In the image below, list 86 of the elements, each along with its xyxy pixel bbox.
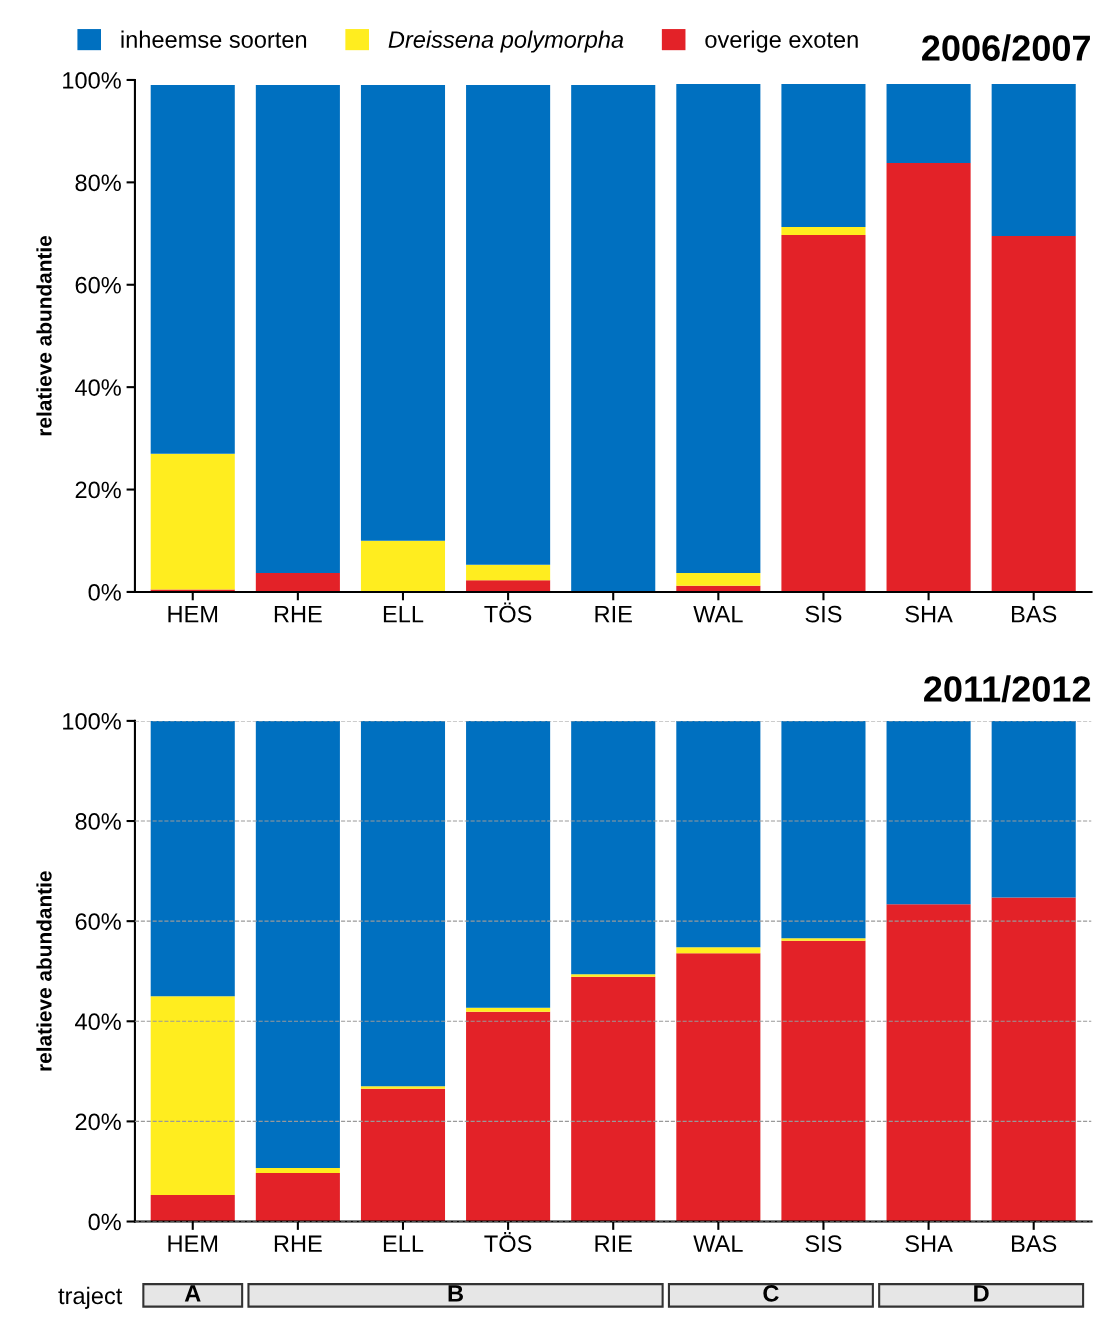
bar: [150, 996, 235, 1195]
bar: [886, 720, 971, 905]
bar: [255, 1172, 340, 1222]
bar: [991, 897, 1076, 1222]
bar: [991, 720, 1076, 898]
x-tick-label: SIS: [805, 605, 842, 623]
x-tick-label: BAS: [1012, 1235, 1057, 1253]
bar: [360, 720, 446, 1087]
bar: [255, 1167, 340, 1173]
bar: [676, 84, 761, 573]
x-tick-label: WAL: [693, 1235, 743, 1252]
bar: [360, 540, 446, 592]
bar: [255, 573, 340, 592]
bar: [781, 720, 866, 939]
bar: [466, 720, 551, 1008]
y-tick-label: 100%: [63, 72, 121, 89]
bar: [466, 1007, 551, 1012]
bar: [150, 85, 235, 454]
legend-label: overige exoten: [705, 30, 858, 53]
y-tick-label: 40%: [75, 1013, 121, 1031]
y-tick-label: 80%: [75, 813, 121, 830]
x-tick-label: HEM: [168, 606, 218, 623]
x-tick-label: SIS: [805, 1235, 842, 1253]
y-axis-title: relatieve abundantie: [36, 235, 52, 436]
bar: [781, 938, 866, 941]
y-tick-label: 80%: [75, 174, 121, 192]
chart-title: 2011/2012: [924, 675, 1091, 703]
y-tick-label: 20%: [75, 1113, 121, 1131]
bar: [571, 720, 656, 975]
bar: [150, 720, 235, 997]
x-tick-label: SHA: [905, 605, 953, 623]
bar: [676, 720, 761, 948]
x-tick-label: TÖS: [484, 1232, 532, 1253]
x-tick-label: ELL: [383, 606, 424, 623]
x-tick-label: ELL: [383, 1235, 424, 1252]
bar: [991, 236, 1076, 592]
bar: [991, 84, 1076, 237]
bar: [781, 84, 866, 227]
bar: [676, 573, 761, 586]
x-tick-label: RHE: [274, 606, 322, 623]
bar: [255, 720, 340, 1168]
bar: [360, 1088, 446, 1222]
bar: [781, 235, 866, 592]
y-tick-label: 0%: [88, 584, 121, 601]
y-axis-title: relatieve abundantie: [36, 871, 52, 1071]
text: A: [184, 1285, 201, 1302]
text: B: [448, 1285, 463, 1302]
bar: [886, 84, 971, 163]
legend-label: Dreissena polymorpha: [388, 30, 624, 53]
y-tick-label: 100%: [63, 712, 121, 730]
bar: [466, 1011, 551, 1222]
x-tick-label: BAS: [1012, 605, 1057, 623]
bar: [781, 226, 866, 236]
x-tick-label: SHA: [905, 1235, 953, 1253]
text: C: [763, 1284, 779, 1302]
y-tick-label: 60%: [75, 913, 121, 930]
bar: [571, 85, 656, 592]
bar: [150, 1194, 235, 1222]
bar: [466, 564, 551, 581]
x-tick-label: RIE: [595, 1235, 632, 1252]
legend-label: inheemse soorten: [121, 30, 307, 48]
bar: [676, 947, 761, 954]
bar: [360, 85, 446, 541]
bar: [886, 162, 971, 592]
bar: [466, 580, 551, 592]
chart-title: 2006/2007: [922, 34, 1090, 62]
bar: [360, 1086, 446, 1089]
text: D: [974, 1285, 989, 1302]
y-tick-label: 60%: [75, 276, 121, 294]
x-tick-label: TÖS: [484, 602, 532, 623]
bar: [676, 953, 761, 1222]
bar: [571, 974, 656, 977]
bar: [781, 940, 866, 1222]
y-tick-label: 20%: [75, 481, 121, 499]
bar: [886, 904, 971, 1222]
y-tick-label: 40%: [75, 379, 121, 396]
bar: [571, 976, 656, 1222]
text: traject: [58, 1286, 123, 1309]
x-tick-label: RIE: [595, 606, 632, 623]
y-tick-label: 0%: [88, 1213, 121, 1231]
x-tick-label: HEM: [168, 1235, 218, 1252]
bar: [150, 453, 235, 590]
bar: [255, 85, 340, 573]
x-tick-label: WAL: [693, 606, 743, 623]
x-tick-label: RHE: [274, 1235, 322, 1252]
bar: [466, 85, 551, 565]
